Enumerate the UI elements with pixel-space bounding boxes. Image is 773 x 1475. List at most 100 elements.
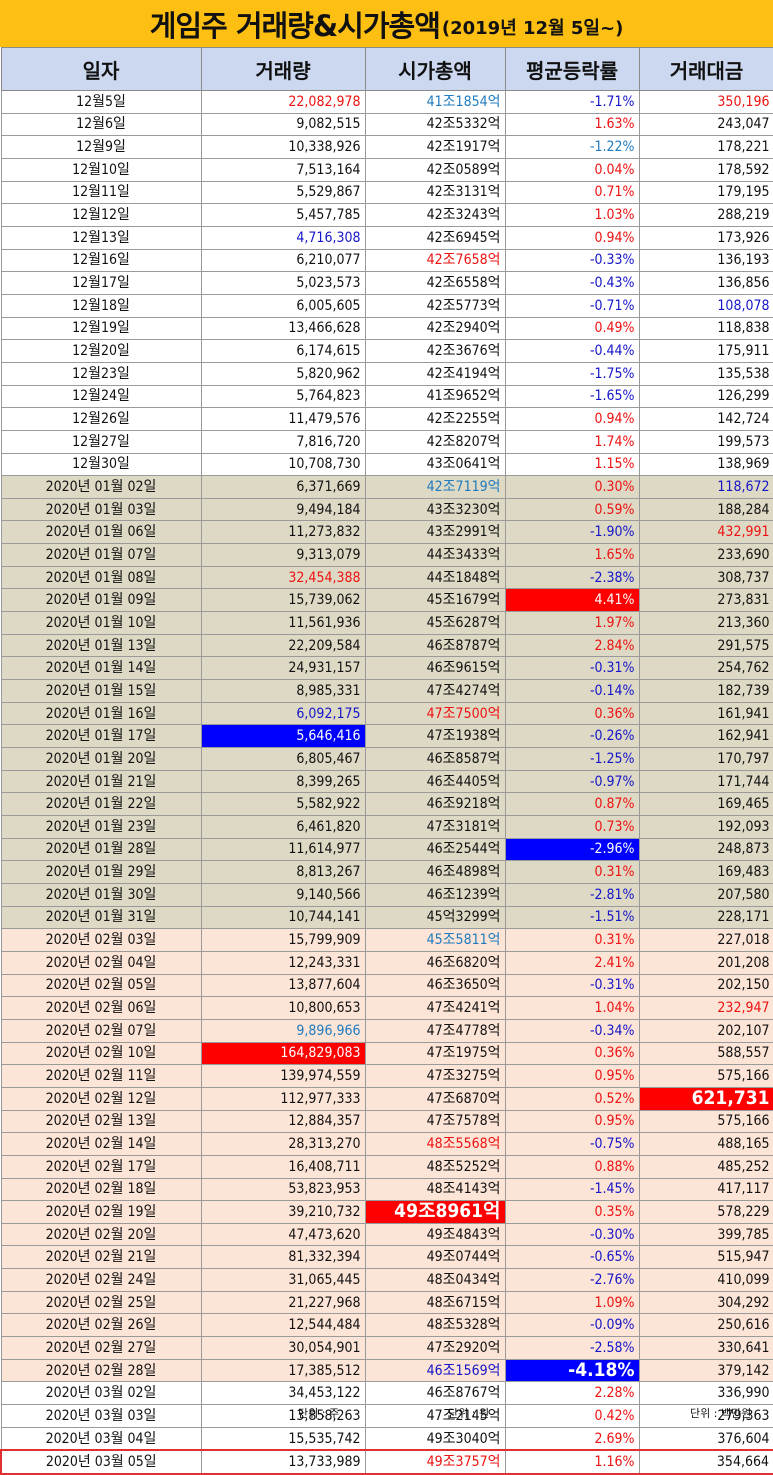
cell-avg-change: -0.75% (504, 1132, 640, 1156)
cell-trade-amount: 288,219 (638, 203, 773, 227)
cell-trade-amount: 108,078 (638, 293, 773, 318)
cell-market-cap: 46조6820억 (364, 950, 506, 975)
cell-date: 2020년 01월 08일 (0, 565, 202, 590)
cell-volume: 5,820,962 (200, 361, 366, 386)
cell-avg-change: -0.43% (504, 271, 640, 295)
cell-date: 2020년 02월 03일 (0, 928, 202, 952)
cell-market-cap: 47조7578억 (364, 1109, 506, 1134)
cell-date: 12월6일 (0, 112, 202, 137)
table-row: 2020년 02월 20일 47,473,620 49조4843억 -0.30% 399… (0, 1222, 773, 1247)
cell-market-cap: 46조8787억 (364, 633, 506, 658)
cell-trade-amount: 376,604 (638, 1426, 773, 1451)
cell-market-cap: 47조2920억 (364, 1336, 506, 1360)
table-row: 12월6일 9,082,515 42조5332억 1.63% 243,047 (0, 112, 773, 137)
cell-date: 12월11일 (0, 180, 202, 205)
cell-volume: 9,082,515 (200, 112, 366, 137)
cell-volume: 5,764,823 (200, 384, 366, 409)
cell-avg-change: -0.30% (504, 1222, 640, 1247)
cell-volume: 11,614,977 (200, 837, 366, 862)
header-row: 일자 거래량 시가총액 평균등락률 거래대금 (0, 47, 773, 91)
cell-trade-amount: 162,941 (638, 724, 773, 749)
cell-avg-change: 0.94% (504, 407, 640, 431)
cell-trade-amount: 588,557 (638, 1041, 773, 1066)
cell-volume: 28,313,270 (200, 1132, 366, 1156)
table-row: 12월17일 5,023,573 42조6558억 -0.43% 136,856 (0, 271, 773, 295)
cell-avg-change: 2.41% (504, 950, 640, 975)
cell-volume: 16,408,711 (200, 1154, 366, 1179)
table-row: 2020년 01월 03일 9,494,184 43조3230억 0.59% 188,2… (0, 497, 773, 522)
cell-date: 12월20일 (0, 339, 202, 363)
cell-market-cap: 48조0434억 (364, 1268, 506, 1292)
cell-volume: 17,385,512 (200, 1358, 366, 1383)
cell-market-cap: 41조9652억 (364, 384, 506, 409)
table-row: 2020년 01월 21일 8,399,265 46조4405억 -0.97% 171,… (0, 769, 773, 794)
cell-volume: 12,884,357 (200, 1109, 366, 1134)
cell-date: 2020년 01월 21일 (0, 769, 202, 794)
cell-avg-change: -2.58% (504, 1336, 640, 1360)
cell-date: 2020년 01월 17일 (0, 724, 202, 749)
cell-market-cap: 46조1569억 (364, 1358, 506, 1383)
table-row: 2020년 01월 07일 9,313,079 44조3433억 1.65% 233,6… (0, 543, 773, 567)
cell-avg-change: 2.69% (504, 1426, 640, 1451)
cell-trade-amount: 138,969 (638, 452, 773, 477)
cell-market-cap: 48조5328억 (364, 1313, 506, 1338)
cell-avg-change: -1.51% (504, 905, 640, 930)
cell-avg-change: 1.74% (504, 429, 640, 454)
cell-trade-amount: 336,990 (638, 1381, 773, 1406)
cell-market-cap: 44조3433억 (364, 543, 506, 567)
cell-volume: 5,582,922 (200, 792, 366, 816)
cell-date: 12월26일 (0, 407, 202, 431)
cell-trade-amount: 188,284 (638, 497, 773, 522)
table-row: 2020년 01월 22일 5,582,922 46조9218억 0.87% 169,4… (0, 792, 773, 816)
table-row: 2020년 01월 31일 10,744,141 45억3299억 -1.51% 228… (0, 905, 773, 930)
table-row: 2020년 02월 14일 28,313,270 48조5568억 -0.75% 488… (0, 1132, 773, 1156)
cell-avg-change: -2.96% (504, 837, 640, 862)
cell-market-cap: 49조4843억 (364, 1222, 506, 1247)
cell-avg-change: -2.81% (504, 882, 640, 907)
cell-trade-amount: 621,731 (638, 1086, 773, 1111)
cell-market-cap: 47조4241억 (364, 996, 506, 1020)
cell-date: 2020년 02월 18일 (0, 1177, 202, 1202)
cell-market-cap: 42조8207억 (364, 429, 506, 454)
cell-market-cap: 42조3131억 (364, 180, 506, 205)
cell-date: 12월13일 (0, 225, 202, 250)
table-row: 2020년 03월 05일 13,733,989 49조3757억 1.16% 354,… (0, 1449, 773, 1475)
cell-date: 2020년 01월 22일 (0, 792, 202, 816)
cell-volume: 5,646,416 (200, 724, 366, 749)
cell-date: 2020년 02월 27일 (0, 1336, 202, 1360)
table-row: 2020년 02월 18일 53,823,953 48조4143억 -1.45% 417… (0, 1177, 773, 1202)
table-row: 2020년 01월 23일 6,461,820 47조3181억 0.73% 192,0… (0, 815, 773, 839)
cell-date: 12월24일 (0, 384, 202, 409)
cell-volume: 8,985,331 (200, 679, 366, 703)
cell-market-cap: 42조5773억 (364, 293, 506, 318)
cell-market-cap: 46조1239억 (364, 882, 506, 907)
cell-volume: 6,371,669 (200, 475, 366, 499)
table-row: 2020년 02월 10일 164,829,083 47조1975억 0.36% 588… (0, 1041, 773, 1066)
cell-date: 2020년 01월 23일 (0, 815, 202, 839)
cell-avg-change: 4.41% (504, 588, 640, 613)
cell-avg-change: 0.52% (504, 1086, 640, 1111)
cell-avg-change: 0.94% (504, 225, 640, 250)
cell-trade-amount: 304,292 (638, 1290, 773, 1315)
cell-volume: 6,461,820 (200, 815, 366, 839)
cell-date: 2020년 02월 13일 (0, 1109, 202, 1134)
cell-date: 12월10일 (0, 157, 202, 182)
cell-trade-amount: 254,762 (638, 656, 773, 681)
cell-avg-change: 1.09% (504, 1290, 640, 1315)
table-row: 2020년 02월 11일 139,974,559 47조3275억 0.95% 575… (0, 1064, 773, 1088)
cell-avg-change: -0.31% (504, 973, 640, 998)
cell-date: 2020년 01월 10일 (0, 611, 202, 635)
title-main: 게임주 거래량&시가총액 (149, 8, 441, 43)
table-row: 12월5일 22,082,978 41조1854억 -1.71% 350,196 (0, 90, 773, 114)
table-row: 2020년 01월 20일 6,805,467 46조8587억 -1.25% 170,… (0, 747, 773, 771)
cell-market-cap: 48조5568억 (364, 1132, 506, 1156)
cell-date: 2020년 02월 28일 (0, 1358, 202, 1383)
cell-volume: 6,174,615 (200, 339, 366, 363)
cell-volume: 53,823,953 (200, 1177, 366, 1202)
cell-date: 12월12일 (0, 203, 202, 227)
cell-trade-amount: 488,165 (638, 1132, 773, 1156)
cell-volume: 7,513,164 (200, 157, 366, 182)
cell-market-cap: 45조1679억 (364, 588, 506, 613)
cell-volume: 15,739,062 (200, 588, 366, 613)
cell-volume: 7,816,720 (200, 429, 366, 454)
